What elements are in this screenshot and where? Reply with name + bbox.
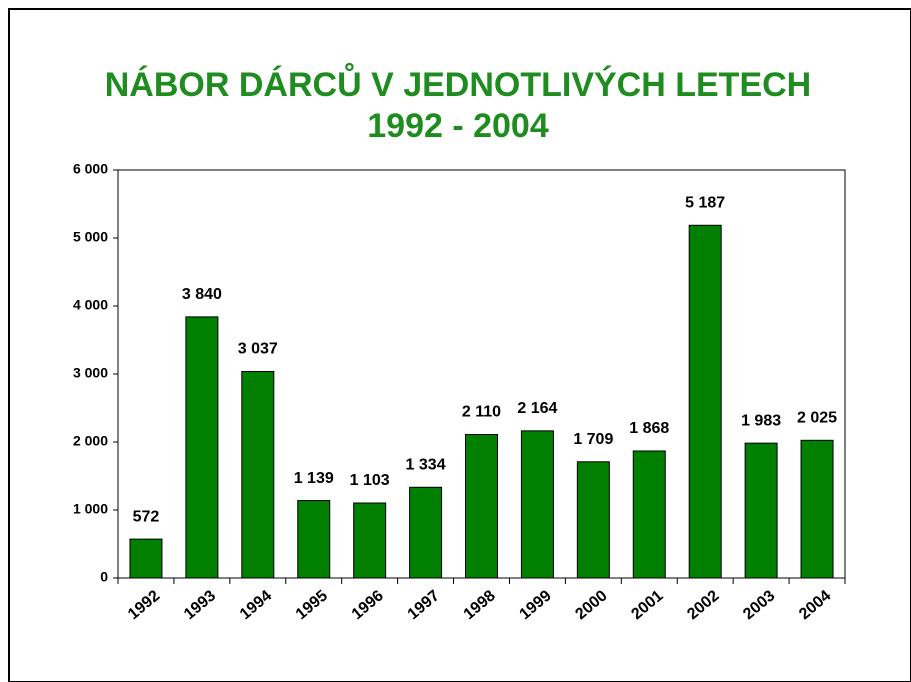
- data-label: 3 840: [182, 286, 222, 303]
- chart-title: 1992 - 2004: [367, 107, 549, 145]
- data-label: 1 868: [629, 420, 669, 437]
- bar: [185, 316, 219, 579]
- data-label: 1 709: [573, 431, 613, 448]
- y-tick-label: 1 000: [73, 501, 108, 517]
- bar: [632, 450, 666, 579]
- y-tick-label: 3 000: [73, 365, 108, 381]
- x-tick-label: 2002: [684, 587, 722, 623]
- bar: [688, 224, 722, 579]
- bar: [744, 442, 778, 579]
- x-tick-label: 2003: [740, 587, 778, 623]
- y-tick-label: 5 000: [73, 229, 108, 245]
- x-tick-label: 2000: [572, 587, 610, 623]
- x-tick-label: 1993: [181, 587, 219, 623]
- data-label: 1 334: [406, 457, 446, 474]
- y-tick-label: 4 000: [73, 297, 108, 313]
- bar: [465, 434, 498, 579]
- x-tick-label: 1996: [349, 587, 387, 623]
- data-label: 572: [133, 508, 160, 525]
- data-label: 2 164: [517, 400, 557, 417]
- data-label: 2 110: [462, 404, 501, 421]
- bar: [409, 486, 443, 579]
- x-tick-label: 1994: [237, 587, 275, 623]
- x-tick-label: 2001: [628, 587, 666, 623]
- bar: [241, 370, 275, 579]
- x-tick-label: 1997: [405, 587, 443, 623]
- data-label: 3 037: [238, 341, 278, 358]
- bar: [520, 430, 554, 579]
- chart-title: NÁBOR DÁRCŮ V JEDNOTLIVÝCH LETECH: [105, 63, 811, 104]
- data-label: 1 139: [294, 470, 334, 487]
- bar: [576, 461, 610, 579]
- data-label: 1 103: [350, 472, 390, 489]
- y-tick-label: 2 000: [73, 433, 108, 449]
- x-tick-label: 1992: [125, 587, 163, 623]
- frame: [8, 8, 911, 682]
- y-tick-label: 0: [100, 569, 108, 585]
- bar: [800, 439, 834, 579]
- data-label: 5 187: [685, 195, 725, 212]
- bar: [353, 502, 387, 579]
- x-tick-label: 1995: [293, 587, 331, 623]
- x-tick-label: 1998: [461, 587, 499, 623]
- bar: [129, 538, 163, 579]
- data-label: 2 025: [797, 410, 837, 427]
- y-tick-label: 6 000: [73, 161, 108, 177]
- data-label: 1 983: [741, 412, 781, 429]
- x-tick-label: 2004: [796, 587, 834, 623]
- x-tick-label: 1999: [517, 587, 555, 623]
- bar: [297, 500, 331, 579]
